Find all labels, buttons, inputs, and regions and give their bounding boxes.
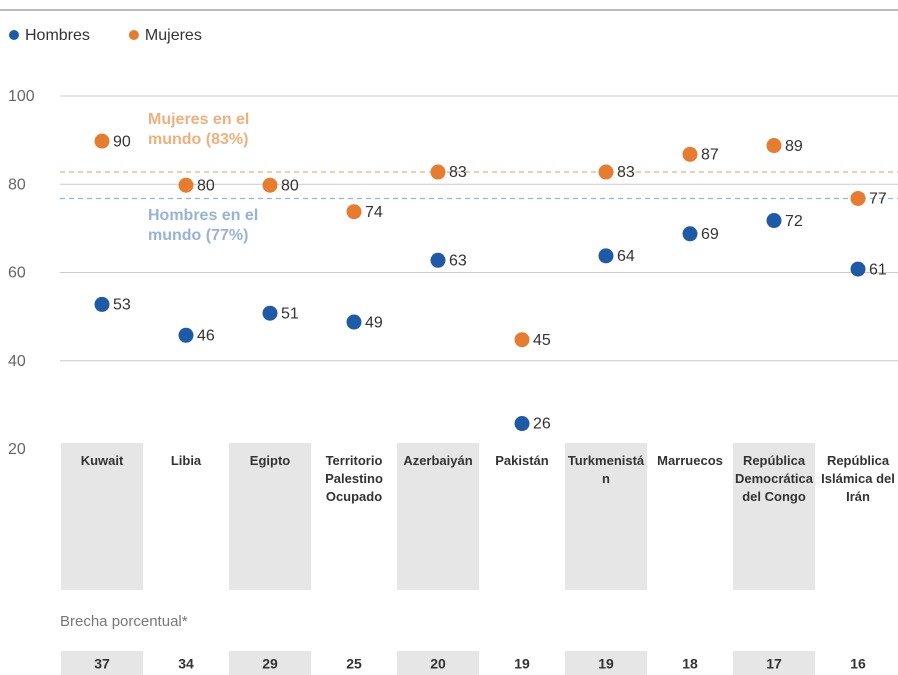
x-tick-label: Territorio Palestino Ocupado: [325, 453, 383, 504]
value-label: 61: [869, 261, 887, 278]
legend-swatch: [128, 30, 139, 40]
gap-bg: [397, 651, 479, 675]
gap-bg: [61, 651, 143, 675]
value-label: 45: [533, 332, 551, 349]
y-tick-label: 80: [8, 176, 26, 193]
dot: [94, 296, 110, 312]
category-box: Turkmenistán: [567, 453, 645, 486]
gap-value: 37: [94, 656, 110, 672]
x-tick-label: Marruecos: [657, 453, 723, 468]
reference-label: Hombres en el mundo (77%): [148, 207, 259, 245]
dot: [766, 213, 782, 229]
dot: [262, 177, 278, 193]
value-label: 87: [701, 147, 719, 164]
x-tick-label: Pakistán: [495, 453, 549, 468]
gap-value: 18: [682, 656, 698, 672]
gap-bg: [565, 651, 647, 675]
y-tick-label: 60: [8, 265, 26, 282]
y-tick-label: 20: [8, 441, 26, 458]
value-label: 89: [785, 138, 803, 155]
value-label: 69: [701, 226, 719, 243]
dot: [178, 177, 194, 193]
reference-label-box: Mujeres en el mundo (83%): [148, 111, 250, 148]
gap-bg: [229, 651, 311, 675]
gap-bg: [733, 651, 815, 675]
value-label: 90: [113, 133, 131, 150]
legend-label: Hombres: [25, 27, 90, 44]
column-bg: [61, 443, 143, 590]
category-box: Territorio Palestino Ocupado: [325, 453, 383, 504]
x-tick-label: Azerbaiyán: [403, 453, 473, 468]
category-box: Kuwait: [80, 453, 124, 468]
category-box: Pakistán: [495, 453, 549, 468]
column-bg: [733, 443, 815, 590]
dot: [850, 190, 866, 206]
dot: [94, 133, 110, 149]
value-label: 26: [533, 416, 551, 433]
category-box: Egipto: [249, 453, 291, 468]
reference-label-box: Hombres en el mundo (77%): [148, 207, 259, 245]
value-label: 64: [617, 248, 635, 265]
x-tick-label: Kuwait: [80, 453, 124, 468]
value-label: 80: [281, 177, 299, 194]
dot: [766, 138, 782, 154]
value-label: 83: [449, 164, 467, 181]
value-label: 80: [197, 177, 215, 194]
x-tick-label: Turkmenistán: [567, 453, 645, 486]
dot: [598, 164, 614, 180]
value-label: 63: [449, 252, 467, 269]
dot: [430, 164, 446, 180]
category-box: Libia: [170, 453, 202, 468]
dot: [682, 226, 698, 242]
gap-value: 34: [178, 656, 194, 672]
column-bg: [397, 443, 479, 590]
value-label: 74: [365, 204, 383, 221]
gap-value: 16: [850, 656, 866, 672]
reference-label: Mujeres en el mundo (83%): [148, 111, 250, 148]
dot: [262, 305, 278, 321]
dot: [850, 261, 866, 277]
dot: [514, 332, 530, 348]
dot: [178, 327, 194, 343]
value-label: 83: [617, 164, 635, 181]
x-tick-label: Libia: [170, 453, 202, 468]
gap-value: 25: [346, 656, 362, 672]
dot: [430, 252, 446, 268]
gap-value: 19: [598, 656, 614, 672]
category-box: República Islámica del Irán: [821, 453, 895, 504]
legend-swatch: [9, 30, 19, 40]
dot: [346, 204, 362, 220]
category-box: Azerbaiyán: [403, 453, 473, 468]
x-tick-label: República Islámica del Irán: [821, 453, 895, 504]
gap-value: 20: [430, 656, 446, 672]
dot: [346, 314, 362, 330]
x-tick-label: Egipto: [249, 453, 291, 468]
value-label: 77: [869, 191, 887, 208]
gap-value: 19: [514, 656, 530, 672]
category-box: República Democrática del Congo: [734, 453, 814, 504]
legend-label: Mujeres: [145, 27, 202, 44]
dot: [682, 146, 698, 162]
value-label: 53: [113, 297, 131, 314]
gap-value: 17: [766, 656, 782, 672]
y-tick-label: 100: [8, 88, 35, 105]
y-tick-label: 40: [8, 353, 26, 370]
value-label: 46: [197, 327, 215, 344]
dot: [598, 248, 614, 264]
dot: [514, 416, 530, 432]
x-tick-label: República Democrática del Congo: [734, 453, 814, 504]
category-box: Marruecos: [657, 453, 723, 468]
column-bg: [229, 443, 311, 590]
value-label: 72: [785, 213, 803, 230]
gap-title: Brecha porcentual*: [60, 613, 188, 630]
column-bg: [565, 443, 647, 590]
value-label: 51: [281, 305, 299, 322]
value-label: 49: [365, 314, 383, 331]
gap-value: 29: [262, 656, 278, 672]
